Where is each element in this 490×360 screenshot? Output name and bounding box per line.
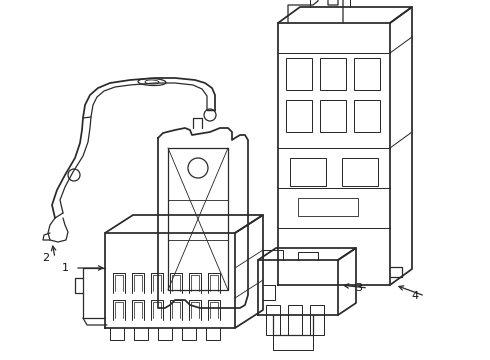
Bar (286, 58, 312, 90)
Ellipse shape (145, 80, 159, 84)
Bar (320, 100, 346, 132)
Text: 2: 2 (42, 253, 49, 263)
Circle shape (68, 169, 80, 181)
Bar (354, 58, 380, 90)
Text: 3: 3 (355, 283, 362, 293)
Circle shape (188, 158, 208, 178)
Bar (290, 158, 326, 186)
Bar (354, 100, 380, 132)
Bar (288, 305, 302, 335)
Bar (298, 198, 358, 216)
Bar (342, 158, 378, 186)
Bar (266, 305, 280, 335)
Text: 4: 4 (412, 291, 419, 301)
Bar (310, 305, 324, 335)
Bar (320, 58, 346, 90)
Ellipse shape (138, 78, 166, 86)
Bar (286, 100, 312, 132)
Circle shape (204, 109, 216, 121)
Text: 1: 1 (62, 263, 69, 273)
